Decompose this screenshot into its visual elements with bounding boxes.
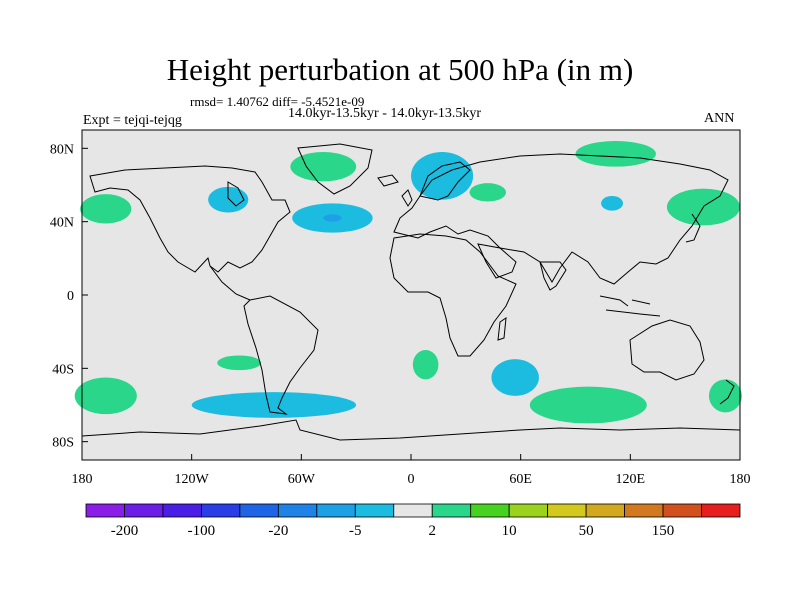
anomaly-caspian-positive (469, 183, 507, 202)
y-tick-label: 80S (52, 436, 74, 451)
anomaly-arctic-siberia-positive (575, 141, 656, 167)
colorbar-swatch (85, 503, 125, 518)
experiment-label: Expt = tejqi-tejqg (83, 113, 182, 128)
x-tick-label: 180 (730, 472, 751, 487)
period-label: 14.0kyr-13.5kyr - 14.0kyr-13.5kyr (288, 106, 482, 121)
y-tick-label: 80N (50, 142, 74, 157)
anomaly-greenland-positive (290, 152, 357, 182)
colorbar-swatch (662, 503, 702, 518)
colorbar-label: 10 (502, 523, 517, 539)
colorbar-swatch (239, 503, 279, 518)
colorbar-label: -100 (188, 523, 216, 539)
anomaly-south-pacific-positive (217, 355, 262, 371)
colorbar-swatch (585, 503, 625, 518)
anomaly-north-atlantic-core (323, 214, 342, 222)
anomaly-southeast-pacific-negative (191, 392, 357, 418)
colorbar-swatch (547, 503, 587, 518)
colorbar-label: -20 (268, 523, 288, 539)
colorbar-swatch (508, 503, 549, 518)
colorbar-swatch (470, 503, 510, 518)
colorbar-swatch (201, 503, 241, 518)
x-tick-label: 0 (408, 472, 415, 487)
colorbar-label: -200 (111, 523, 139, 539)
coast-north-america (89, 165, 291, 273)
coast-antarctica (81, 419, 741, 441)
colorbar: -200 -100 -20 -5 2 10 50 150 (85, 503, 741, 539)
season-label: ANN (704, 111, 735, 126)
colorbar-swatch (624, 503, 664, 518)
anomaly-mongolia-negative (601, 196, 624, 211)
coast-india (539, 261, 567, 291)
anomaly-tasman-positive (708, 379, 742, 413)
colorbar-swatch (431, 503, 472, 518)
anomaly-south-indian-negative (491, 359, 539, 396)
y-tick-label: 0 (67, 289, 74, 304)
anomaly-canada-negative (208, 186, 249, 213)
colorbar-swatch (316, 503, 356, 518)
colorbar-swatch (162, 503, 202, 518)
x-tick-label: 60W (288, 472, 316, 487)
anomaly-south-atlantic-positive (412, 350, 439, 380)
plot-title: Height perturbation at 500 hPa (in m) (166, 52, 634, 87)
coast-new-zealand (719, 379, 735, 405)
y-tick-label: 40N (50, 216, 74, 231)
coast-arabia (477, 243, 517, 279)
colorbar-swatch (701, 503, 741, 518)
x-tick-label: 120E (616, 472, 646, 487)
coast-indonesia (599, 295, 661, 317)
coast-hudson-bay (227, 181, 245, 207)
coast-madagascar (497, 316, 507, 341)
coast-scandinavia (419, 161, 471, 201)
x-tick-label: 120W (175, 472, 210, 487)
coast-australia (629, 319, 705, 381)
coast-central-america (209, 265, 251, 301)
coastlines (81, 143, 741, 441)
coast-japan (685, 213, 701, 243)
colorbar-swatch (393, 503, 433, 518)
anomaly-southwest-pacific-positive (74, 377, 137, 415)
colorbar-swatch (277, 503, 318, 518)
x-tick-label: 180 (72, 472, 93, 487)
x-tick-label: 60E (509, 472, 532, 487)
map-axes: 180 120W 60W 0 60E 120E 180 80N 40N 0 40S 80S (50, 142, 751, 487)
colorbar-swatch (354, 503, 395, 518)
colorbar-swatch (124, 503, 164, 518)
coast-south-america (243, 295, 319, 415)
anomaly-southern-ocean-positive (529, 386, 647, 424)
rmsd-diff-stats: rmsd= 1.40762 diff= -5.4521e-09 (190, 94, 365, 109)
coast-greenland (297, 143, 373, 195)
coast-eurasia (393, 153, 729, 285)
colorbar-label: -5 (349, 523, 362, 539)
y-tick-label: 40S (52, 362, 74, 377)
colorbar-label: 50 (579, 523, 594, 539)
colorbar-label: 2 (428, 523, 436, 539)
coast-britain (401, 189, 413, 207)
coast-iceland (377, 174, 399, 187)
colorbar-label: 150 (652, 523, 675, 539)
coast-africa (389, 233, 517, 357)
anomaly-north-pacific-east-positive (80, 194, 132, 224)
